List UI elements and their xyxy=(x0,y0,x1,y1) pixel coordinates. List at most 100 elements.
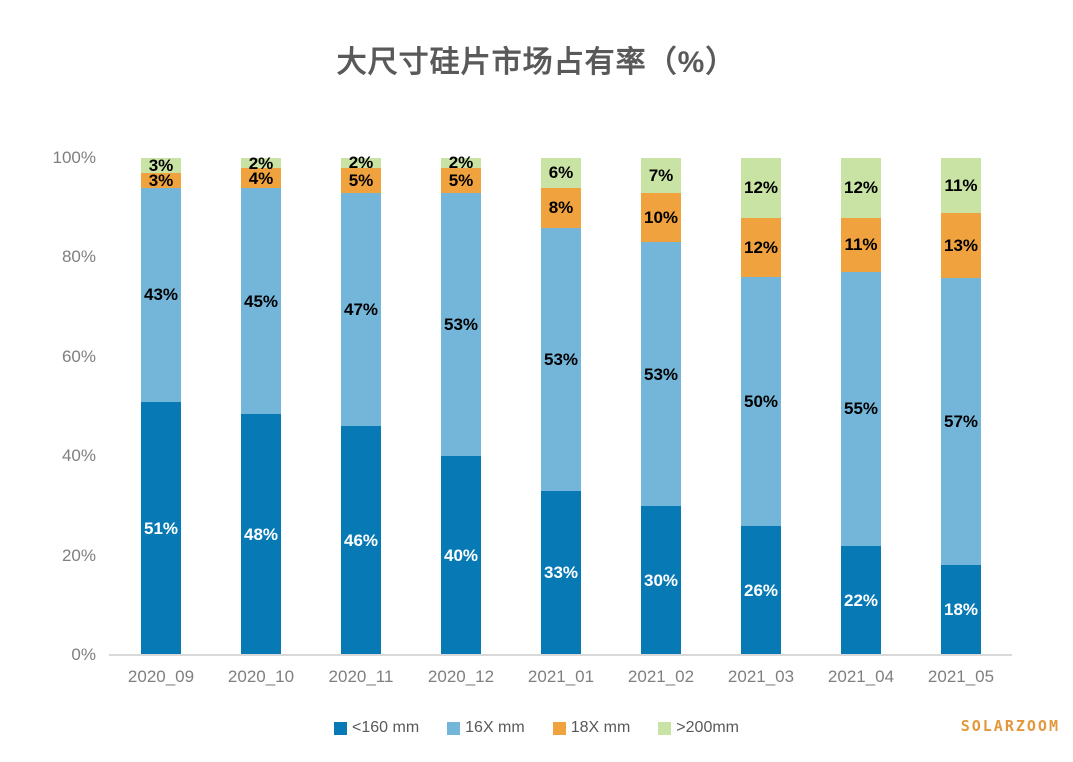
legend-item: 16X mm xyxy=(447,719,525,737)
legend-label: 18X mm xyxy=(570,719,631,736)
stacked-bar: 51% 43% 3% 3% xyxy=(141,155,181,655)
y-axis: 0% 20% 40% 60% 80% 100% xyxy=(0,0,96,762)
legend-label: <160 mm xyxy=(352,719,420,736)
bar-segment: 45% xyxy=(241,188,281,415)
bar-segment: 12% xyxy=(741,158,781,218)
stacked-bar: 46% 47% 5% 2% xyxy=(341,154,381,655)
bar-segment: 6% xyxy=(541,158,581,188)
data-label: 50% xyxy=(743,392,779,412)
data-label: 22% xyxy=(843,590,879,610)
watermark-logo: SOLARZOOM xyxy=(960,717,1060,735)
data-label: 5% xyxy=(348,170,374,190)
bar-segment: 2% xyxy=(241,155,281,172)
data-label: 5% xyxy=(448,170,474,190)
bar-segment: 57% xyxy=(941,278,981,565)
data-label: 51% xyxy=(143,518,179,538)
x-axis-tick-label: 2021_02 xyxy=(627,667,695,686)
bar-segment: 40% xyxy=(441,456,481,655)
bar-segment: 7% xyxy=(641,158,681,193)
legend-item: <160 mm xyxy=(334,719,419,737)
bar-segment: 47% xyxy=(341,192,381,427)
data-label: 55% xyxy=(843,399,879,419)
stacked-bar: 40% 53% 5% 2% xyxy=(441,154,481,655)
plot-area: 51% 43% 3% 3% 48% 45% 4% 2% 46% 47% 5% 2% 40% 53% 5% 2%… xyxy=(111,154,1011,655)
y-axis-tick-label: 100% xyxy=(52,148,96,167)
data-label: 4% xyxy=(248,168,274,188)
stacked-bar: 18% 57% 13% 11% xyxy=(941,158,981,655)
data-label: 43% xyxy=(143,285,179,305)
data-label: 53% xyxy=(643,364,679,384)
bar-segment: 50% xyxy=(741,277,781,526)
stacked-bar: 48% 45% 4% 2% xyxy=(241,155,281,655)
y-axis-tick-label: 0% xyxy=(71,645,96,664)
data-label: 47% xyxy=(343,300,379,320)
data-label: 40% xyxy=(443,546,479,566)
data-label: 48% xyxy=(243,525,279,544)
bar-segment: 55% xyxy=(841,272,881,546)
legend-item: 18X mm xyxy=(552,719,631,737)
stacked-bar: 30% 53% 10% 7% xyxy=(641,158,681,655)
bar-segment: 11% xyxy=(941,158,981,214)
bar-segment: 5% xyxy=(341,167,381,193)
bar-segment: 12% xyxy=(741,217,781,278)
bar-segment: 3% xyxy=(141,155,181,175)
data-label: 11% xyxy=(844,235,878,255)
bar-segment: 10% xyxy=(641,192,681,243)
bar-segment: 5% xyxy=(441,167,481,193)
y-axis-tick-label: 20% xyxy=(61,545,96,565)
chart-title: 大尺寸硅片市场占有率（%） xyxy=(336,46,737,79)
legend-label: 16X mm xyxy=(465,719,525,736)
data-label: 11% xyxy=(944,176,978,196)
y-axis-tick-label: 80% xyxy=(61,247,96,267)
x-axis-tick-label: 2021_03 xyxy=(727,667,795,686)
bar-segment: 18% xyxy=(941,564,981,655)
legend-swatch xyxy=(658,721,672,735)
x-axis-line xyxy=(109,654,1012,656)
bar-segment: 8% xyxy=(541,187,581,228)
bar-segment: 11% xyxy=(841,217,881,273)
legend-item: >200mm xyxy=(658,719,739,737)
data-label: 53% xyxy=(443,314,479,334)
y-axis-tick-label: 40% xyxy=(61,446,96,466)
stacked-bar: 26% 50% 12% 12% xyxy=(741,158,781,655)
bar-segment: 3% xyxy=(141,172,181,189)
bar-segment: 53% xyxy=(541,227,581,491)
data-label: 18% xyxy=(943,600,979,620)
x-axis-tick-label: 2021_04 xyxy=(827,667,895,686)
data-label: 57% xyxy=(943,412,979,432)
bar-segment: 53% xyxy=(441,192,481,457)
data-label: 10% xyxy=(643,208,679,228)
x-axis-tick-label: 2021_05 xyxy=(927,667,995,686)
data-label: 3% xyxy=(148,155,174,175)
bar-segment: 48% xyxy=(241,414,281,655)
bar-segment: 33% xyxy=(541,490,581,655)
bar-segment: 51% xyxy=(141,401,181,655)
stacked-bar: 22% 55% 11% 12% xyxy=(841,158,881,655)
data-label: 12% xyxy=(743,237,779,257)
data-label: 8% xyxy=(548,198,574,218)
data-label: 53% xyxy=(543,349,579,369)
bar-segment: 53% xyxy=(641,242,681,506)
legend-swatch xyxy=(447,721,461,735)
legend: <160 mm 16X mm 18X mm >200mm xyxy=(0,719,1073,737)
bar-segment: 4% xyxy=(241,168,281,189)
y-axis-tick-label: 60% xyxy=(61,346,96,366)
stacked-bar: 33% 53% 8% 6% xyxy=(541,158,581,655)
x-axis-tick-label: 2020_09 xyxy=(127,667,195,686)
legend-label: >200mm xyxy=(676,719,739,736)
data-label: 7% xyxy=(648,165,674,185)
x-axis-tick-label: 2020_10 xyxy=(227,667,295,686)
bar-segment: 26% xyxy=(741,525,781,655)
data-label: 2% xyxy=(248,153,274,173)
data-label: 6% xyxy=(548,163,574,183)
legend-swatch xyxy=(334,721,347,735)
data-label: 12% xyxy=(743,178,779,198)
data-label: 30% xyxy=(643,570,679,590)
data-label: 2% xyxy=(448,153,474,173)
bar-segment: 12% xyxy=(841,158,881,218)
data-label: 26% xyxy=(743,580,779,600)
bar-segment: 22% xyxy=(841,545,881,655)
legend-swatch xyxy=(552,721,566,735)
bar-segment: 2% xyxy=(441,154,481,171)
